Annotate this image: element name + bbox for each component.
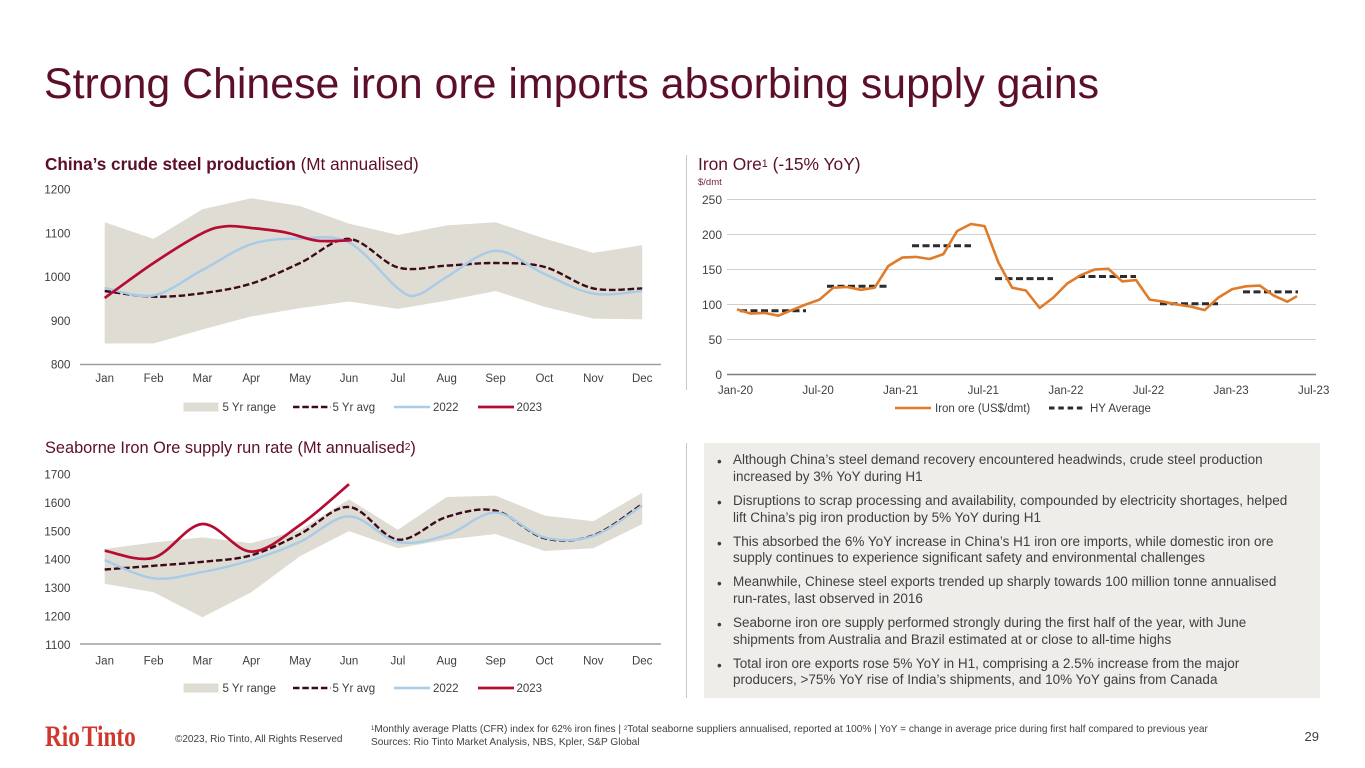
- svg-text:800: 800: [51, 358, 71, 372]
- svg-text:5 Yr range: 5 Yr range: [223, 683, 277, 695]
- svg-text:HY Average: HY Average: [1090, 403, 1151, 415]
- svg-text:100: 100: [702, 298, 722, 312]
- svg-text:Aug: Aug: [436, 656, 456, 668]
- svg-text:1000: 1000: [44, 270, 71, 284]
- svg-text:Sep: Sep: [485, 656, 505, 668]
- svg-text:50: 50: [709, 333, 723, 347]
- svg-text:Jan: Jan: [95, 373, 114, 385]
- svg-text:900: 900: [51, 314, 71, 328]
- svg-text:Dec: Dec: [632, 373, 653, 385]
- svg-text:Dec: Dec: [632, 656, 653, 668]
- svg-text:1200: 1200: [44, 183, 71, 197]
- svg-text:Jul-21: Jul-21: [968, 385, 999, 397]
- svg-text:Mar: Mar: [192, 373, 212, 385]
- svg-text:Aug: Aug: [436, 373, 456, 385]
- svg-text:Jan: Jan: [95, 656, 114, 668]
- svg-text:250: 250: [702, 193, 722, 207]
- svg-text:Feb: Feb: [144, 373, 164, 385]
- svg-text:Nov: Nov: [583, 656, 604, 668]
- svg-text:Sep: Sep: [485, 373, 505, 385]
- svg-text:Jan-20: Jan-20: [718, 385, 753, 397]
- svg-text:2022: 2022: [433, 402, 459, 414]
- svg-text:200: 200: [702, 228, 722, 242]
- svg-text:Oct: Oct: [535, 373, 554, 385]
- svg-text:Jul-20: Jul-20: [802, 385, 833, 397]
- svg-text:Jan-23: Jan-23: [1214, 385, 1249, 397]
- svg-text:Jan-22: Jan-22: [1048, 385, 1083, 397]
- svg-text:1100: 1100: [45, 638, 71, 652]
- svg-text:Jun: Jun: [340, 656, 359, 668]
- svg-text:Nov: Nov: [583, 373, 604, 385]
- svg-text:Jul: Jul: [391, 373, 406, 385]
- svg-text:1200: 1200: [44, 610, 71, 624]
- svg-text:Apr: Apr: [242, 373, 260, 385]
- svg-text:2022: 2022: [433, 683, 459, 695]
- svg-text:5 Yr avg: 5 Yr avg: [333, 402, 376, 414]
- svg-text:May: May: [289, 373, 311, 385]
- svg-text:Jan-21: Jan-21: [883, 385, 918, 397]
- svg-text:Jul-22: Jul-22: [1133, 385, 1164, 397]
- svg-text:Jul-23: Jul-23: [1298, 385, 1329, 397]
- svg-text:1700: 1700: [44, 468, 71, 482]
- svg-text:1300: 1300: [44, 581, 71, 595]
- svg-text:Jul: Jul: [391, 656, 406, 668]
- svg-text:2023: 2023: [517, 683, 543, 695]
- svg-text:Feb: Feb: [144, 656, 164, 668]
- svg-text:Oct: Oct: [535, 656, 554, 668]
- svg-text:Iron ore (US$/dmt): Iron ore (US$/dmt): [935, 403, 1030, 415]
- svg-text:May: May: [289, 656, 311, 668]
- svg-text:Jun: Jun: [340, 373, 359, 385]
- svg-text:1400: 1400: [44, 553, 71, 567]
- svg-text:Apr: Apr: [242, 656, 260, 668]
- svg-text:1500: 1500: [44, 524, 71, 538]
- svg-text:Mar: Mar: [192, 656, 212, 668]
- svg-text:1100: 1100: [45, 226, 71, 240]
- svg-text:2023: 2023: [517, 402, 543, 414]
- svg-text:150: 150: [702, 263, 722, 277]
- svg-text:5 Yr avg: 5 Yr avg: [333, 683, 376, 695]
- svg-text:5 Yr range: 5 Yr range: [223, 402, 277, 414]
- svg-text:0: 0: [715, 368, 722, 382]
- svg-text:1600: 1600: [44, 496, 71, 510]
